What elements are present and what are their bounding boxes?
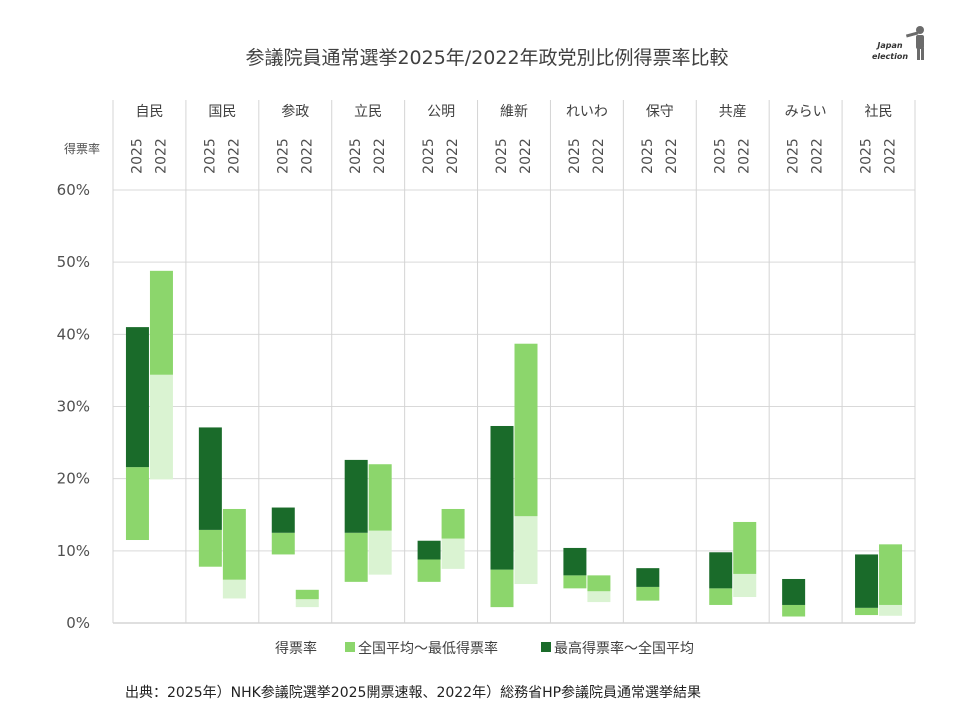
bar-segment-high-to-avg [198, 427, 222, 530]
legend-swatch-low [345, 642, 355, 652]
y-tick-label: 60% [57, 181, 90, 199]
year-label: 2025 [421, 138, 437, 174]
year-label: 2025 [713, 138, 729, 174]
bar-segment-high-to-avg [271, 507, 295, 533]
bar-segment-high-to-avg [149, 270, 173, 375]
party-label: れいわ [566, 104, 608, 120]
bar-segment-avg-to-low [587, 591, 611, 603]
ylabel: 得票率 [64, 141, 100, 156]
year-label: 2022 [299, 138, 315, 174]
bar-segment-high-to-avg [733, 521, 757, 574]
year-label: 2022 [372, 138, 388, 174]
year-label: 2025 [640, 138, 656, 174]
year-label: 2022 [664, 138, 680, 174]
party-label: 維新 [500, 104, 528, 120]
bar-segment-avg-to-low [198, 529, 222, 567]
y-tick-label: 40% [57, 325, 90, 343]
party-label: 参政 [281, 103, 309, 120]
bars [125, 270, 903, 617]
party-label: 立民 [354, 104, 382, 120]
bar-segment-high-to-avg [295, 589, 319, 600]
year-label: 2025 [494, 138, 510, 174]
bar-segment-avg-to-low [222, 579, 246, 599]
bar-segment-avg-to-low [879, 604, 903, 616]
site-logo: Japan election [872, 26, 924, 61]
bar-segment-avg-to-low [441, 538, 465, 569]
bar-segment-avg-to-low [368, 530, 392, 575]
legend-title: 得票率 [275, 640, 317, 657]
year-label: 2025 [202, 138, 218, 174]
bar-segment-high-to-avg [709, 552, 733, 589]
year-label: 2022 [591, 138, 607, 174]
bar-segment-high-to-avg [636, 568, 660, 587]
bar-segment-avg-to-low [490, 569, 514, 608]
logo-line-1: Japan [875, 41, 903, 50]
bar-segment-high-to-avg [441, 508, 465, 539]
bar-segment-high-to-avg [222, 508, 246, 580]
bar-segment-high-to-avg [417, 540, 441, 560]
party-label: 社民 [865, 104, 893, 120]
bar-segment-high-to-avg [490, 425, 514, 570]
bar-segment-high-to-avg [879, 544, 903, 605]
year-label: 2025 [275, 138, 291, 174]
source-note: 出典：2025年）NHK参議院選挙2025開票速報、2022年）総務省HP参議院… [125, 684, 701, 701]
year-label: 2022 [153, 138, 169, 174]
logo-line-2: election [872, 52, 908, 61]
bar-segment-avg-to-low [514, 516, 538, 585]
bar-segment-avg-to-low [344, 532, 368, 582]
bar-segment-avg-to-low [782, 604, 806, 617]
bar-segment-avg-to-low [295, 599, 319, 608]
bar-segment-avg-to-low [563, 575, 587, 589]
legend-swatch-high [541, 642, 551, 652]
bar-segment-high-to-avg [514, 343, 538, 517]
year-label: 2022 [226, 138, 242, 174]
legend: 得票率 全国平均～最低得票率 最高得票率～全国平均 [275, 640, 694, 657]
bar-segment-avg-to-low [733, 573, 757, 598]
bar-segment-avg-to-low [855, 607, 879, 616]
bar-segment-high-to-avg [368, 464, 392, 531]
bar-segment-avg-to-low [709, 588, 733, 605]
y-tick-label: 0% [66, 614, 90, 632]
legend-label-low: 全国平均～最低得票率 [358, 640, 498, 657]
gridlines [113, 189, 915, 624]
y-axis-ticks: 0% 10% 20% 30% 40% 50% 60% [57, 181, 90, 632]
bar-segment-avg-to-low [417, 559, 441, 582]
bar-segment-avg-to-low [149, 374, 173, 480]
party-separators [112, 100, 916, 623]
bar-segment-high-to-avg [855, 554, 879, 608]
year-label: 2022 [810, 138, 826, 174]
year-label: 2025 [567, 138, 583, 174]
bar-segment-high-to-avg [344, 459, 368, 533]
year-label: 2025 [348, 138, 364, 174]
y-tick-label: 10% [57, 542, 90, 560]
party-label: 共産 [719, 104, 747, 120]
bar-segment-avg-to-low [125, 467, 149, 541]
bar-segment-high-to-avg [563, 547, 587, 576]
party-label: みらい [785, 104, 827, 120]
y-tick-label: 50% [57, 253, 90, 271]
person-icon [905, 26, 924, 60]
y-tick-label: 20% [57, 470, 90, 488]
year-label: 2022 [737, 138, 753, 174]
bar-segment-high-to-avg [782, 578, 806, 605]
bar-segment-avg-to-low [271, 532, 295, 555]
year-label: 2025 [129, 138, 145, 174]
year-label: 2025 [786, 138, 802, 174]
legend-label-high: 最高得票率～全国平均 [554, 640, 694, 657]
bar-segment-high-to-avg [125, 327, 149, 468]
y-tick-label: 30% [57, 398, 90, 416]
year-label: 2022 [445, 138, 461, 174]
party-headers: 自民 2025 2022 国民 2025 2022 参政 2025 2022 立民 2025 2022… [129, 103, 898, 174]
party-label: 自民 [135, 104, 163, 120]
party-label: 公明 [427, 104, 455, 120]
bar-segment-high-to-avg [587, 575, 611, 592]
year-label: 2022 [883, 138, 899, 174]
year-label: 2025 [859, 138, 875, 174]
year-label: 2022 [518, 138, 534, 174]
bar-segment-avg-to-low [636, 586, 660, 601]
party-label: 保守 [646, 104, 674, 120]
chart-title: 参議院員通常選挙2025年/2022年政党別比例得票率比較 [245, 47, 728, 69]
party-label: 国民 [208, 104, 236, 120]
